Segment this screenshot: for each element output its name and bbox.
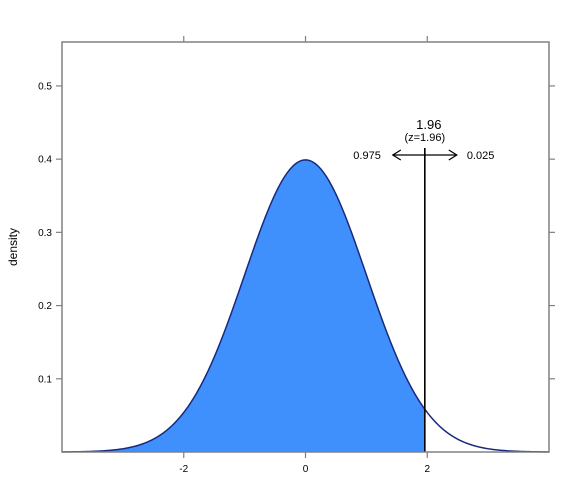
y-tick-label: 0.2 — [38, 301, 52, 312]
x-axis-ticks: -2 0 2 — [179, 36, 430, 475]
cutoff-label: 1.96 — [416, 117, 441, 132]
y-tick-label: 0.5 — [38, 81, 52, 92]
cutoff-sublabel: (z=1.96) — [404, 132, 445, 144]
y-axis-ticks: 0.1 0.2 0.3 0.4 0.5 — [38, 81, 555, 385]
left-probability-label: 0.975 — [353, 150, 381, 162]
right-arrow-head — [448, 149, 458, 161]
right-probability-label: 0.025 — [467, 150, 495, 162]
y-tick-label: 0.4 — [38, 155, 52, 166]
plot-area: 1.96 (z=1.96) 0.975 0.025 — [61, 117, 550, 453]
y-axis-label: density — [6, 228, 20, 266]
x-tick-label: 2 — [424, 464, 430, 475]
x-tick-label: 0 — [303, 464, 309, 475]
y-tick-label: 0.1 — [38, 374, 52, 385]
y-tick-label: 0.3 — [38, 228, 52, 239]
left-arrow-head — [391, 149, 402, 161]
x-tick-label: -2 — [179, 464, 188, 475]
shaded-area-below-cutoff — [62, 159, 425, 453]
density-curve — [61, 159, 550, 453]
